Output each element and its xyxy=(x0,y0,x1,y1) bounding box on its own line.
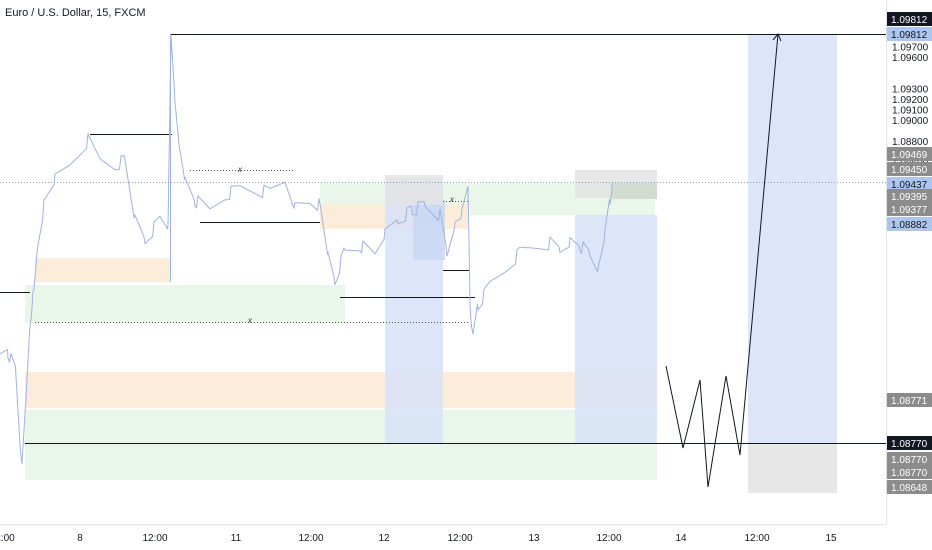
price-tick-label: 1.09600 xyxy=(892,53,929,64)
price-tick-label: 1.08800 xyxy=(892,137,929,148)
price-label: 1.08648 xyxy=(891,483,928,494)
zone-box xyxy=(25,285,345,323)
projection-layer xyxy=(665,33,782,488)
time-tick-label: 15 xyxy=(825,533,837,544)
price-label: 1.09377 xyxy=(891,205,928,216)
zone-box xyxy=(575,215,657,443)
zones-layer xyxy=(25,34,837,493)
price-tick-label: 1.09300 xyxy=(892,84,929,95)
price-label-box xyxy=(887,177,932,191)
zone-box xyxy=(748,444,837,493)
price-tick-label: 1.09000 xyxy=(892,116,929,127)
price-labels-layer: 1.098121.098121.094691.094501.0943709:29… xyxy=(887,12,932,494)
price-label-box xyxy=(887,27,932,41)
time-tick-label: 12:00 xyxy=(142,533,167,544)
x-markers-layer: x x x xyxy=(237,165,455,325)
zone-box xyxy=(748,34,837,444)
price-label: 1.09812 xyxy=(891,15,928,26)
price-label-box xyxy=(887,217,932,231)
time-axis[interactable]: 2:00 8 12:00 11 12:00 12 12:00 13 12:00 14 12:00 15 xyxy=(0,533,837,544)
price-label: 1.09469 xyxy=(891,150,928,161)
price-label: 1.08882 xyxy=(891,220,928,231)
price-tick-label: 1.09100 xyxy=(892,105,929,116)
time-tick-label: 8 xyxy=(77,533,83,544)
x-marker: x xyxy=(237,165,243,174)
price-label-box xyxy=(887,202,932,216)
price-label-box xyxy=(887,147,932,161)
time-tick-label: 12:00 xyxy=(744,533,769,544)
time-tick-label: 13 xyxy=(528,533,540,544)
price-label-box xyxy=(887,480,932,494)
projection-path xyxy=(665,33,779,488)
time-tick-label: 12:00 xyxy=(596,533,621,544)
zone-box xyxy=(25,410,657,480)
price-label-box xyxy=(887,162,932,176)
time-tick-label: 11 xyxy=(231,533,242,544)
chart-symbol-title: Euro / U.S. Dollar, 15, FXCM xyxy=(5,7,146,19)
price-label: 1.08770 xyxy=(891,468,928,479)
x-marker: x xyxy=(247,316,253,325)
price-tick-label: 1.09700 xyxy=(892,42,929,53)
price-label: 1.09450 xyxy=(891,165,928,176)
zone-box xyxy=(35,258,170,282)
price-tick-label: 1.09200 xyxy=(892,95,929,106)
price-label: 1.08771 xyxy=(891,396,928,407)
price-label-box xyxy=(887,393,932,407)
zone-box xyxy=(612,183,657,199)
price-label-box xyxy=(887,465,932,479)
price-series-line xyxy=(0,36,613,465)
time-tick-label: 12:00 xyxy=(447,533,472,544)
zone-box xyxy=(25,372,657,408)
projection-arrowhead xyxy=(772,33,782,42)
price-label-box xyxy=(887,12,932,26)
price-label: 1.08770 xyxy=(891,439,928,450)
x-marker: x xyxy=(449,195,455,204)
price-label-box xyxy=(887,189,932,203)
time-tick-label: 2:00 xyxy=(0,533,15,544)
price-label: 1.09812 xyxy=(891,30,928,41)
zone-box xyxy=(385,175,443,205)
price-label: 1.09437 xyxy=(891,180,928,191)
time-tick-label: 12 xyxy=(378,533,390,544)
time-tick-label: 12:00 xyxy=(298,533,323,544)
price-label: 1.08770 xyxy=(891,455,928,466)
time-tick-label: 14 xyxy=(675,533,687,544)
price-label-box xyxy=(887,452,932,466)
price-label: 1.09395 xyxy=(891,192,928,203)
price-label-box xyxy=(887,436,932,450)
